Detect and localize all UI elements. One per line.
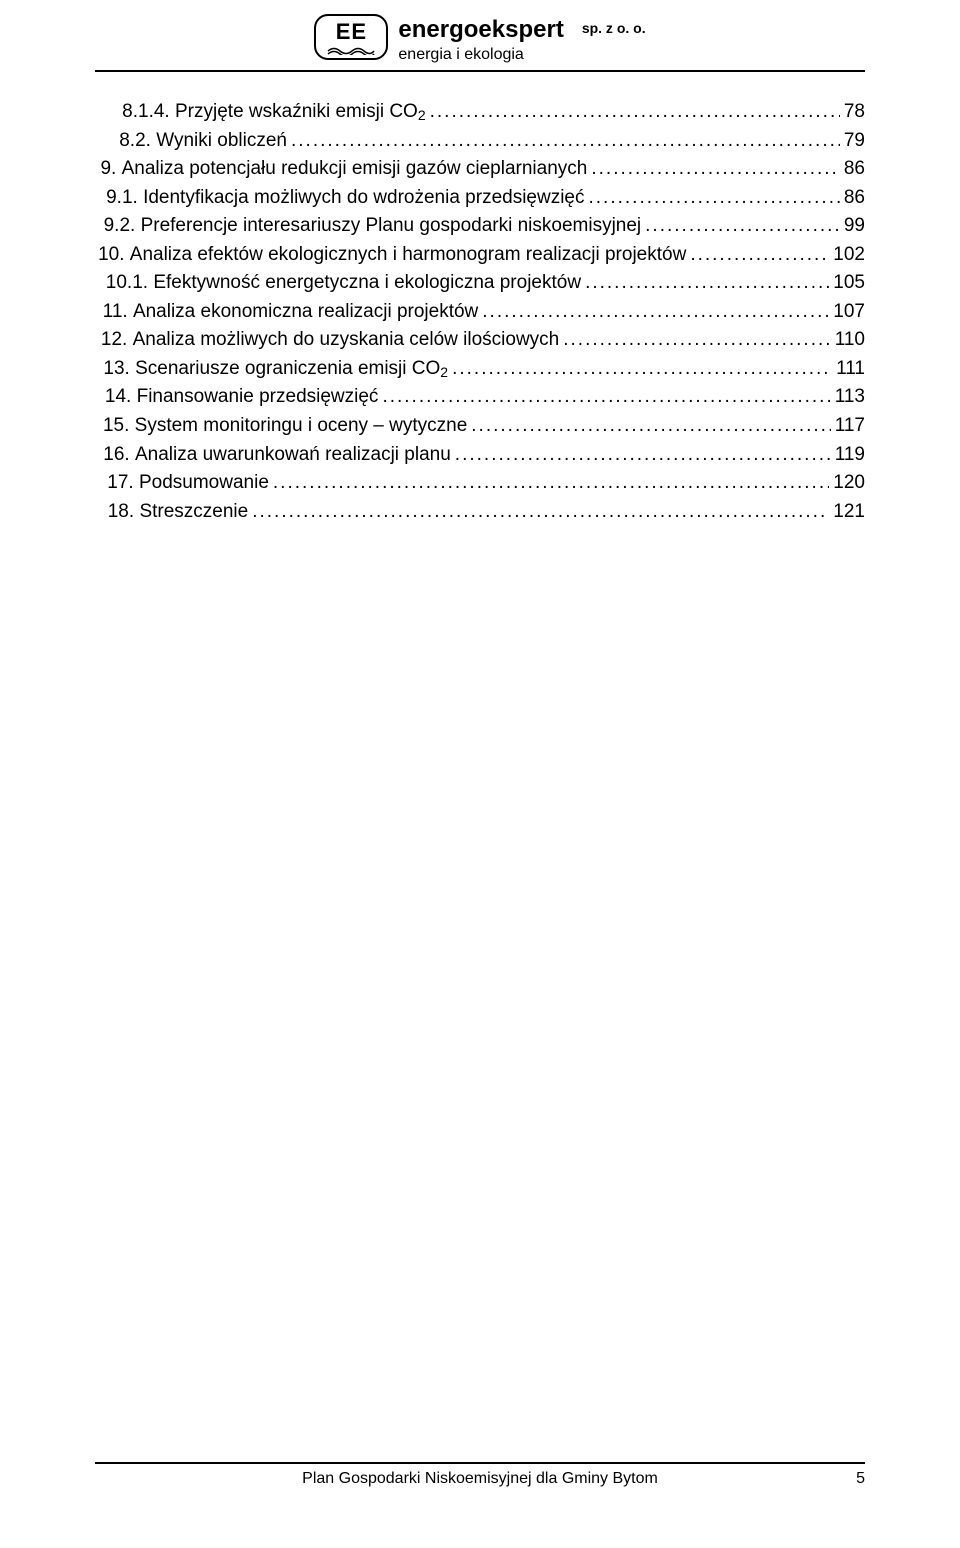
toc-title: Streszczenie [139,498,248,526]
toc-leader-dots [452,355,832,383]
table-of-contents: 8.1.4. Przyjęte wskaźniki emisji CO2 788… [95,98,865,526]
toc-leader-dots [563,326,830,354]
toc-leader-dots [589,184,840,212]
toc-entry: 9.2. Preferencje interesariuszy Planu go… [95,212,865,240]
toc-page-number: 110 [835,326,865,354]
brand-main: energoekspert [398,16,563,44]
toc-page-number: 120 [833,469,865,497]
footer-title: Plan Gospodarki Niskoemisyjnej dla Gminy… [135,1470,825,1488]
brand-suffix: sp. z o. o. [582,14,646,36]
toc-subscript: 2 [440,362,448,382]
toc-leader-dots [291,127,840,155]
toc-label: 10. [98,241,130,269]
toc-label: 17. [107,469,139,497]
toc-leader-dots [471,412,830,440]
toc-title: Analiza możliwych do uzyskania celów ilo… [133,326,560,354]
toc-page-number: 119 [835,441,865,469]
toc-leader-dots [430,98,840,126]
toc-entry: 10. Analiza efektów ekologicznych i harm… [95,241,865,269]
toc-label: 10.1. [106,269,154,297]
toc-label: 9.1. [106,184,143,212]
footer-rule [95,1462,865,1464]
toc-label: 15. [103,412,135,440]
toc-entry: 11. Analiza ekonomiczna realizacji proje… [95,298,865,326]
toc-label: 9.2. [104,212,141,240]
page-footer: Plan Gospodarki Niskoemisyjnej dla Gminy… [95,1462,865,1488]
brand-text: energoekspert energia i ekologia [398,14,563,64]
toc-entry: 15. System monitoringu i oceny – wytyczn… [95,412,865,440]
toc-entry: 8.2. Wyniki obliczeń 79 [95,127,865,155]
toc-title: Przyjęte wskaźniki emisji CO [175,98,418,126]
toc-title: Analiza efektów ekologicznych i harmonog… [130,241,687,269]
toc-title: Analiza ekonomiczna realizacji projektów [133,298,478,326]
page-header: EE energoekspert energia i ekologia sp. … [95,14,865,72]
toc-leader-dots [591,155,840,183]
toc-label: 12. [101,326,133,354]
toc-leader-dots [482,298,829,326]
toc-entry: 12. Analiza możliwych do uzyskania celów… [95,326,865,354]
brand-row: EE energoekspert energia i ekologia sp. … [95,14,865,64]
toc-entry: 9.1. Identyfikacja możliwych do wdrożeni… [95,184,865,212]
logo-text: EE [336,21,367,43]
toc-title: Wyniki obliczeń [156,127,287,155]
toc-entry: 8.1.4. Przyjęte wskaźniki emisji CO2 78 [95,98,865,126]
toc-leader-dots [645,212,840,240]
toc-page-number: 105 [833,269,865,297]
toc-entry: 17. Podsumowanie 120 [95,469,865,497]
toc-page-number: 117 [835,412,865,440]
toc-page-number: 107 [833,298,865,326]
toc-label: 8.2. [119,127,156,155]
toc-label: 8.1.4. [122,98,175,126]
logo-wave-icon [327,45,375,55]
toc-entry: 13. Scenariusze ograniczenia emisji CO2 … [95,355,865,383]
toc-leader-dots [252,498,829,526]
toc-label: 18. [108,498,140,526]
toc-leader-dots [455,441,831,469]
toc-title: Preferencje interesariuszy Planu gospoda… [141,212,642,240]
toc-page-number: 79 [844,127,865,155]
toc-page-number: 86 [844,155,865,183]
toc-title: Analiza uwarunkowań realizacji planu [135,441,451,469]
toc-page-number: 78 [844,98,865,126]
toc-entry: 10.1. Efektywność energetyczna i ekologi… [95,269,865,297]
toc-page-number: 111 [836,355,865,383]
toc-title: Scenariusze ograniczenia emisji CO [135,355,440,383]
toc-page-number: 86 [844,184,865,212]
toc-page-number: 99 [844,212,865,240]
toc-leader-dots [273,469,829,497]
toc-title: System monitoringu i oceny – wytyczne [135,412,468,440]
logo-box: EE [314,14,388,60]
toc-title: Identyfikacja możliwych do wdrożenia prz… [143,184,584,212]
brand-sub: energia i ekologia [398,46,563,64]
toc-entry: 14. Finansowanie przedsięwzięć 113 [95,383,865,411]
toc-label: 9. [100,155,121,183]
toc-label: 14. [105,383,137,411]
toc-leader-dots [382,383,830,411]
toc-subscript: 2 [418,105,426,125]
toc-entry: 16. Analiza uwarunkowań realizacji planu… [95,441,865,469]
toc-leader-dots [585,269,829,297]
toc-title: Podsumowanie [139,469,269,497]
toc-entry: 9. Analiza potencjału redukcji emisji ga… [95,155,865,183]
page: EE energoekspert energia i ekologia sp. … [0,0,960,1548]
toc-page-number: 102 [833,241,865,269]
toc-page-number: 121 [833,498,865,526]
toc-title: Analiza potencjału redukcji emisji gazów… [122,155,588,183]
header-rule [95,70,865,72]
toc-leader-dots [690,241,829,269]
footer-page-number: 5 [825,1470,865,1488]
toc-entry: 18. Streszczenie 121 [95,498,865,526]
toc-title: Efektywność energetyczna i ekologiczna p… [153,269,581,297]
toc-label: 16. [103,441,135,469]
toc-title: Finansowanie przedsięwzięć [137,383,379,411]
toc-label: 11. [103,298,133,326]
toc-page-number: 113 [835,383,865,411]
footer-row: Plan Gospodarki Niskoemisyjnej dla Gminy… [95,1470,865,1488]
toc-label: 13. [103,355,135,383]
